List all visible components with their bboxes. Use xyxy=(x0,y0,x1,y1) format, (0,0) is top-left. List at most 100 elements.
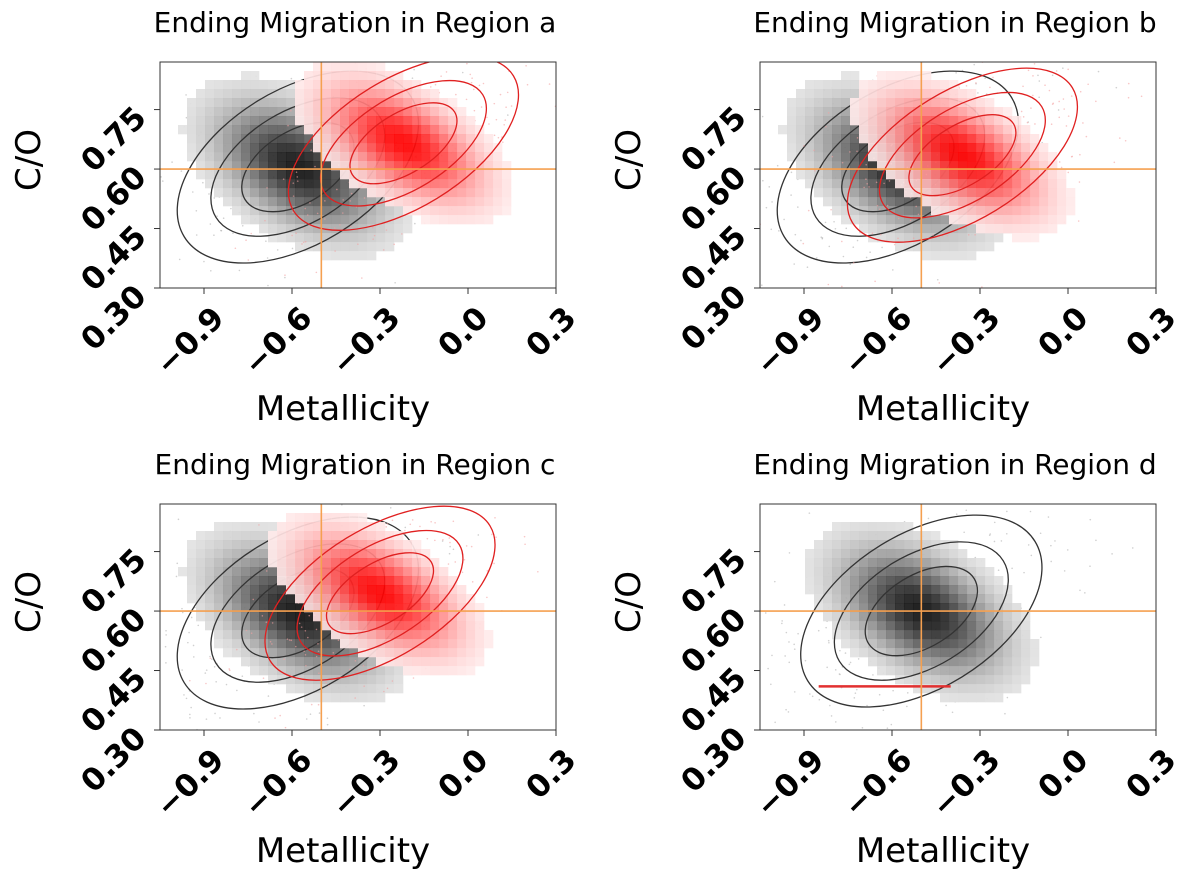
histogram-cell xyxy=(394,161,404,171)
histogram-cell xyxy=(259,116,269,126)
histogram-cell xyxy=(268,179,278,189)
histogram-cell xyxy=(994,576,1004,586)
scatter-point xyxy=(442,538,444,541)
scatter-point xyxy=(219,717,221,719)
histogram-cell xyxy=(277,522,287,532)
histogram-cell xyxy=(313,107,323,117)
histogram-cell xyxy=(913,242,923,252)
histogram-cell xyxy=(457,107,467,117)
histogram-cell xyxy=(895,242,905,252)
scatter-point xyxy=(499,57,501,59)
histogram-cell xyxy=(412,648,422,658)
histogram-cell xyxy=(331,675,341,685)
histogram-cell xyxy=(493,188,503,198)
histogram-cell xyxy=(805,89,815,99)
y-axis-label: C/O xyxy=(609,571,649,633)
histogram-cell xyxy=(823,143,833,153)
histogram-cell xyxy=(241,603,251,613)
histogram-cell xyxy=(1012,603,1022,613)
histogram-cell xyxy=(196,576,206,586)
histogram-cell xyxy=(886,134,896,144)
histogram-cell xyxy=(367,206,377,216)
histogram-cell xyxy=(949,161,959,171)
histogram-cell xyxy=(922,684,932,694)
y-tick-label: 0.45 xyxy=(674,219,754,299)
histogram-cell xyxy=(232,98,242,108)
histogram-cell xyxy=(985,161,995,171)
histogram-cell xyxy=(286,143,296,153)
scatter-point xyxy=(826,666,828,669)
scatter-point xyxy=(965,509,968,512)
scatter-point xyxy=(537,570,539,573)
histogram-cell xyxy=(205,152,215,162)
histogram-cell xyxy=(1012,621,1022,631)
scatter-point xyxy=(161,180,164,182)
histogram-cell xyxy=(313,80,323,90)
scatter-point xyxy=(1006,510,1008,513)
histogram-cell xyxy=(313,567,323,577)
histogram-cell xyxy=(349,224,359,234)
histogram-cell xyxy=(367,603,377,613)
histogram-cell xyxy=(259,522,269,532)
histogram-cell xyxy=(322,549,332,559)
histogram-cell xyxy=(868,98,878,108)
histogram-cell xyxy=(304,71,314,81)
histogram-cell xyxy=(940,179,950,189)
histogram-cell xyxy=(268,576,278,586)
scatter-point xyxy=(1000,540,1003,542)
scatter-point xyxy=(471,581,474,583)
histogram-cell xyxy=(421,197,431,207)
histogram-cell xyxy=(358,513,368,523)
histogram-cell xyxy=(421,567,431,577)
histogram-cell xyxy=(832,89,842,99)
histogram-cell xyxy=(259,134,269,144)
histogram-cell xyxy=(958,188,968,198)
histogram-cell xyxy=(877,224,887,234)
histogram-cell xyxy=(196,612,206,622)
scatter-point xyxy=(213,197,216,199)
histogram-cell xyxy=(1003,648,1013,658)
histogram-cell xyxy=(313,89,323,99)
histogram-cell xyxy=(394,80,404,90)
histogram-cell xyxy=(394,648,404,658)
histogram-cell xyxy=(1048,170,1058,180)
histogram-cell xyxy=(403,89,413,99)
histogram-cell xyxy=(277,80,287,90)
scatter-point xyxy=(802,242,805,245)
scatter-point xyxy=(262,677,265,679)
scatter-point xyxy=(525,64,527,67)
histogram-cell xyxy=(814,179,824,189)
histogram-cell xyxy=(331,107,341,117)
histogram-cell xyxy=(904,666,914,676)
histogram-cell xyxy=(796,116,806,126)
histogram-cell xyxy=(877,107,887,117)
histogram-cell xyxy=(349,549,359,559)
histogram-cell xyxy=(922,657,932,667)
scatter-point xyxy=(794,233,797,236)
histogram-cell xyxy=(277,143,287,153)
histogram-cell xyxy=(214,89,224,99)
histogram-cell xyxy=(922,558,932,568)
histogram-cell xyxy=(295,531,305,541)
histogram-cell xyxy=(349,675,359,685)
scatter-point xyxy=(757,646,759,648)
histogram-cell xyxy=(940,188,950,198)
histogram-cell xyxy=(484,179,494,189)
scatter-point xyxy=(821,237,824,240)
histogram-cell xyxy=(448,188,458,198)
histogram-cell xyxy=(295,684,305,694)
histogram-cell xyxy=(394,594,404,604)
histogram-cell xyxy=(259,125,269,135)
histogram-cell xyxy=(1003,161,1013,171)
histogram-cell xyxy=(367,531,377,541)
scatter-point xyxy=(473,109,476,112)
scatter-point xyxy=(434,539,436,542)
histogram-cell xyxy=(313,98,323,108)
histogram-cell xyxy=(223,188,233,198)
scatter-point xyxy=(291,234,293,237)
histogram-cell xyxy=(286,639,296,649)
scatter-point xyxy=(386,523,389,525)
scatter-point xyxy=(781,622,783,625)
histogram-cell xyxy=(295,242,305,252)
histogram-cell xyxy=(796,170,806,180)
